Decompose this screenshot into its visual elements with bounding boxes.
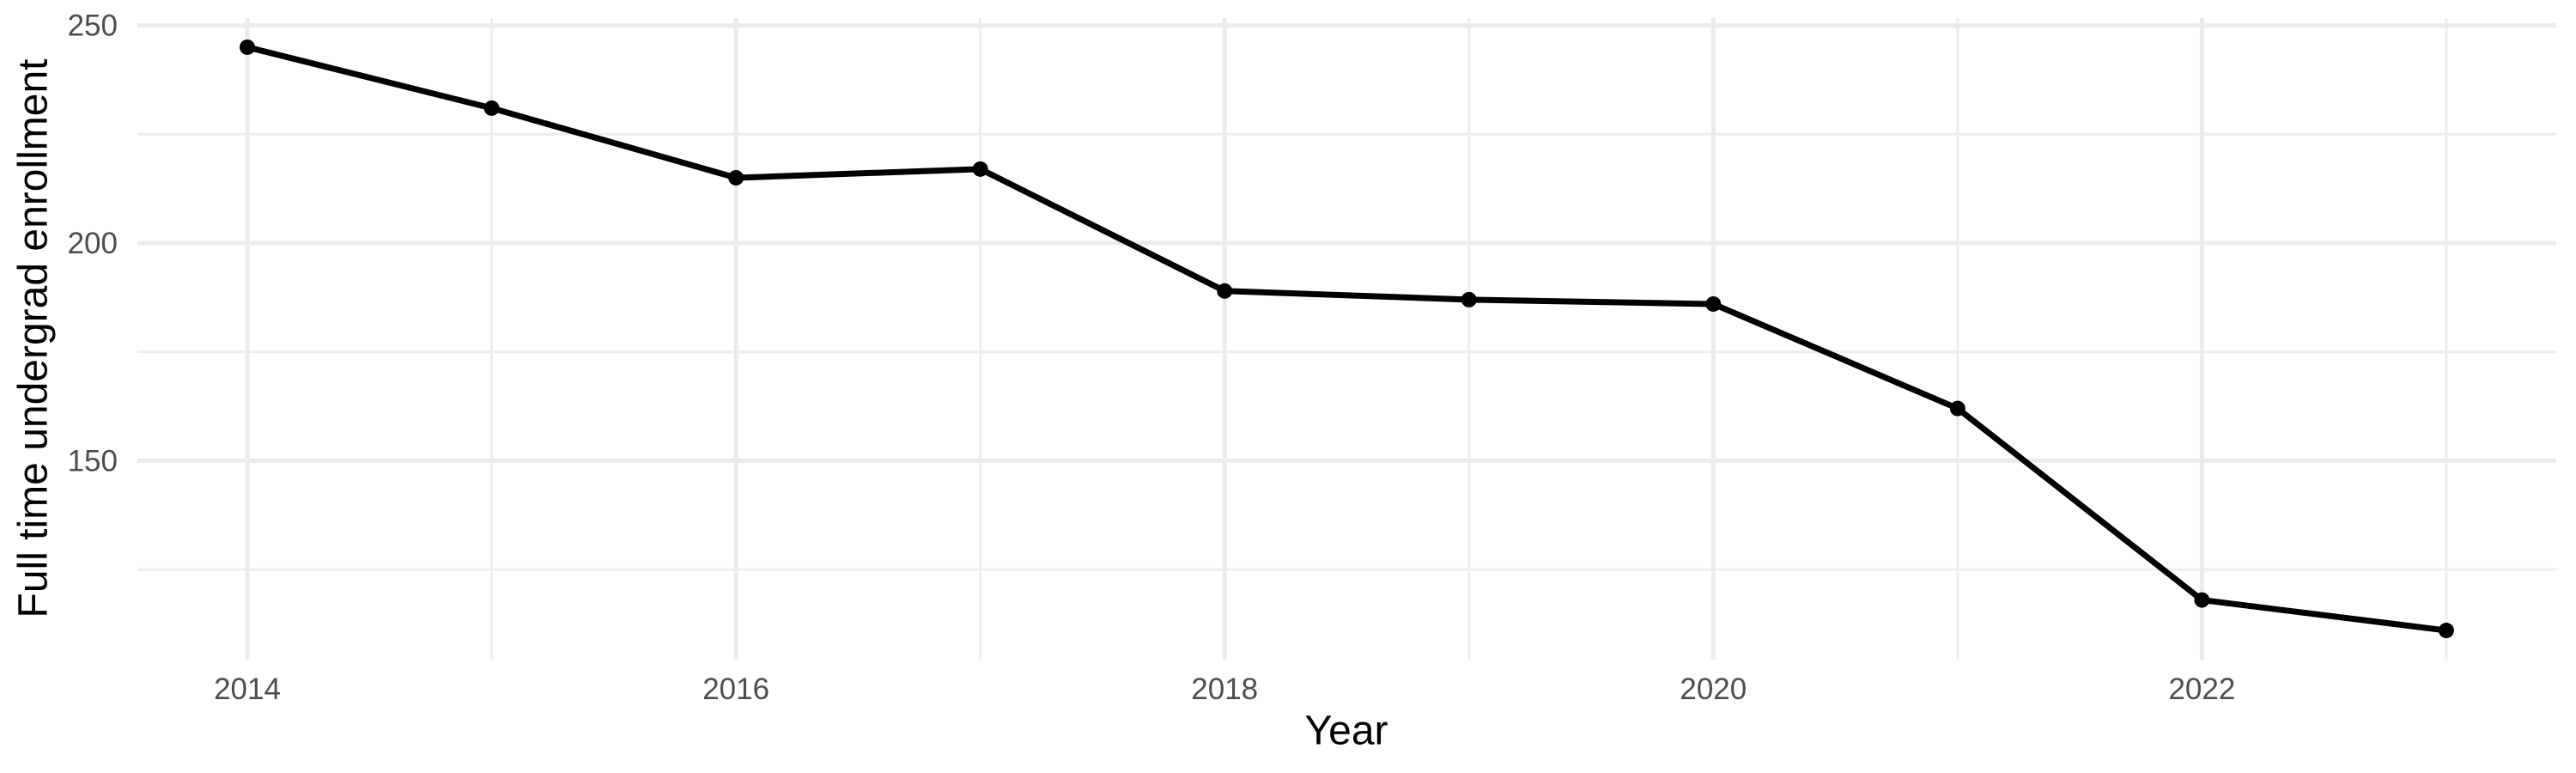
data-point-2021 bbox=[1949, 400, 1965, 417]
data-point-2019 bbox=[1461, 291, 1477, 307]
data-series bbox=[240, 39, 2454, 639]
data-point-2020 bbox=[1705, 295, 1722, 312]
data-point-2016 bbox=[728, 169, 744, 186]
data-point-2023 bbox=[2438, 623, 2454, 639]
data-point-2022 bbox=[2194, 592, 2210, 608]
y-tick-label: 150 bbox=[68, 444, 118, 478]
x-tick-label: 2014 bbox=[214, 673, 281, 706]
y-tick-label: 200 bbox=[68, 227, 118, 260]
y-axis-title: Full time undergrad enrollment bbox=[10, 58, 57, 618]
x-tick-labels: 2014 2016 2018 2020 2022 bbox=[214, 673, 2235, 706]
data-point-2017 bbox=[972, 161, 988, 177]
x-axis-title: Year bbox=[1304, 708, 1388, 754]
y-tick-label: 250 bbox=[68, 9, 118, 43]
y-tick-labels: 250 200 150 bbox=[68, 9, 118, 478]
data-point-2018 bbox=[1217, 283, 1233, 299]
x-tick-label: 2016 bbox=[702, 673, 769, 706]
grid-minor bbox=[137, 18, 2556, 660]
enrollment-trend-line bbox=[246, 44, 2447, 634]
data-point-2014 bbox=[240, 39, 256, 55]
x-tick-label: 2020 bbox=[1680, 673, 1747, 706]
x-tick-label: 2022 bbox=[2168, 673, 2235, 706]
x-tick-label: 2018 bbox=[1191, 673, 1258, 706]
grid-major bbox=[137, 18, 2556, 660]
data-point-2015 bbox=[483, 100, 500, 116]
